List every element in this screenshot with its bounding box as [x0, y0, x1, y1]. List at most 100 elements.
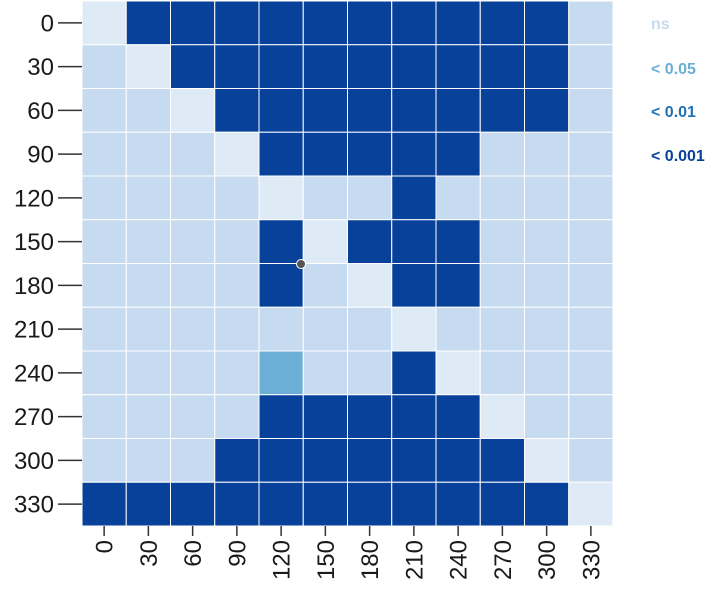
heatmap-cell-270-90 — [214, 394, 260, 439]
heatmap-cell-330-0 — [81, 481, 127, 527]
heatmap-cell-300-330 — [568, 438, 614, 483]
heatmap-cell-240-240 — [435, 350, 481, 396]
x-axis: 0 30 60 90 120 150 180 210 240 270 300 330 — [92, 526, 605, 580]
heatmap-cell-270-270 — [479, 394, 525, 439]
x-tick-label: 210 — [401, 540, 428, 580]
y-tick-label: 60 — [27, 98, 54, 125]
heatmap-cell-300-180 — [347, 438, 393, 483]
y-tick-label: 120 — [14, 185, 54, 212]
heatmap-cell-210-120 — [258, 306, 304, 352]
legend: ns < 0.05 < 0.01 < 0.001 — [651, 16, 705, 165]
heatmap-cell-270-120 — [258, 394, 304, 439]
heatmap-cell-240-60 — [170, 350, 216, 396]
heatmap-cell-90-150 — [302, 131, 348, 177]
heatmap-cell-300-120 — [258, 438, 304, 483]
heatmap-cell-210-300 — [524, 306, 570, 352]
heatmap-cell-60-60 — [170, 88, 216, 133]
heatmap-cell-330-270 — [479, 481, 525, 527]
heatmap-cell-240-270 — [479, 350, 525, 396]
heatmap-cell-330-60 — [170, 481, 216, 527]
heatmap-cell-330-300 — [524, 481, 570, 527]
heatmap-cell-30-150 — [302, 44, 348, 89]
heatmap-cell-0-300 — [524, 0, 570, 46]
heatmap-cell-90-0 — [81, 131, 127, 177]
heatmap-cell-210-330 — [568, 306, 614, 352]
heatmap-cell-270-300 — [524, 394, 570, 439]
x-tick-label: 0 — [92, 540, 119, 553]
heatmap-cell-120-150 — [302, 175, 348, 221]
heatmap-cell-180-90 — [214, 263, 260, 308]
heatmap-cell-60-330 — [568, 88, 614, 133]
heatmap-cell-210-240 — [435, 306, 481, 352]
heatmap-cell-120-0 — [81, 175, 127, 221]
heatmap-cell-240-210 — [391, 350, 437, 396]
heatmap-cell-0-60 — [170, 0, 216, 46]
heatmap-cell-90-330 — [568, 131, 614, 177]
heatmap-cell-0-150 — [302, 0, 348, 46]
heatmap-cell-300-60 — [170, 438, 216, 483]
heatmap-cell-150-330 — [568, 219, 614, 264]
x-tick-label: 270 — [490, 540, 517, 580]
heatmap-cell-0-270 — [479, 0, 525, 46]
heatmap-cell-240-330 — [568, 350, 614, 396]
heatmap-cell-60-150 — [302, 88, 348, 133]
x-tick-label: 180 — [357, 540, 384, 580]
heatmap-cell-330-90 — [214, 481, 260, 527]
heatmap-cell-120-60 — [170, 175, 216, 221]
heatmap-cell-270-240 — [435, 394, 481, 439]
x-tick-label: 330 — [578, 540, 605, 580]
heatmap-cell-90-90 — [214, 131, 260, 177]
y-tick-label: 330 — [14, 492, 54, 519]
heatmap-cell-90-210 — [391, 131, 437, 177]
heatmap-cell-330-240 — [435, 481, 481, 527]
heatmap-cell-270-60 — [170, 394, 216, 439]
heatmap-cells — [81, 0, 614, 527]
heatmap-cell-330-330 — [568, 481, 614, 527]
heatmap-cell-150-270 — [479, 219, 525, 264]
heatmap-cell-30-180 — [347, 44, 393, 89]
heatmap-cell-180-180 — [347, 263, 393, 308]
heatmap-cell-210-60 — [170, 306, 216, 352]
heatmap-cell-240-180 — [347, 350, 393, 396]
heatmap-cell-60-30 — [125, 88, 171, 133]
x-tick-label: 240 — [446, 540, 473, 580]
heatmap-cell-90-180 — [347, 131, 393, 177]
heatmap-cell-120-120 — [258, 175, 304, 221]
heatmap-cell-150-210 — [391, 219, 437, 264]
heatmap-cell-120-210 — [391, 175, 437, 221]
heatmap-cell-150-0 — [81, 219, 127, 264]
legend-entry: < 0.05 — [651, 61, 696, 78]
heatmap-cell-60-0 — [81, 88, 127, 133]
x-tick-label: 60 — [180, 540, 207, 567]
heatmap-cell-60-210 — [391, 88, 437, 133]
heatmap-cell-240-150 — [302, 350, 348, 396]
y-tick-label: 270 — [14, 404, 54, 431]
heatmap-cell-30-210 — [391, 44, 437, 89]
heatmap-cell-270-210 — [391, 394, 437, 439]
heatmap-cell-60-120 — [258, 88, 304, 133]
cursor-dot — [296, 259, 306, 269]
y-tick-label: 240 — [14, 360, 54, 387]
heatmap-cell-150-300 — [524, 219, 570, 264]
heatmap-cell-180-210 — [391, 263, 437, 308]
heatmap-cell-120-330 — [568, 175, 614, 221]
heatmap-cell-240-120 — [258, 350, 304, 396]
heatmap-cell-150-90 — [214, 219, 260, 264]
heatmap-cell-30-240 — [435, 44, 481, 89]
x-tick-label: 90 — [224, 540, 251, 567]
y-axis: 0 30 60 90 120 150 180 210 240 270 300 330 — [14, 10, 82, 519]
heatmap-cell-30-330 — [568, 44, 614, 89]
heatmap-cell-300-90 — [214, 438, 260, 483]
heatmap-cell-210-30 — [125, 306, 171, 352]
heatmap-cell-0-180 — [347, 0, 393, 46]
heatmap-cell-120-270 — [479, 175, 525, 221]
heatmap-cell-120-90 — [214, 175, 260, 221]
heatmap-cell-180-0 — [81, 263, 127, 308]
heatmap-cell-210-90 — [214, 306, 260, 352]
heatmap-cell-330-30 — [125, 481, 171, 527]
heatmap-cell-330-180 — [347, 481, 393, 527]
heatmap-cell-120-240 — [435, 175, 481, 221]
y-tick-label: 30 — [27, 54, 54, 81]
heatmap-cell-30-0 — [81, 44, 127, 89]
